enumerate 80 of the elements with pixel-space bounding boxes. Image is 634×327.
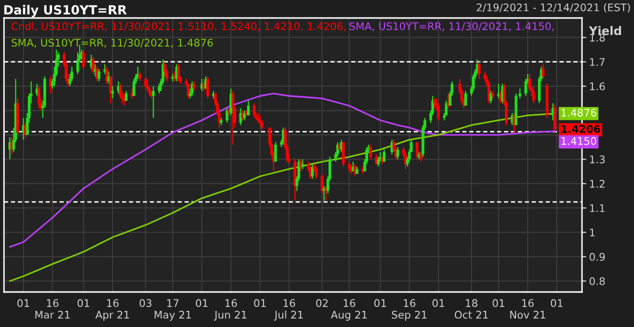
candlestick [119, 83, 122, 99]
candlestick [226, 108, 228, 124]
y-tick-label: 1.2 [590, 180, 604, 188]
chart-title: Daily US10YT=RR [4, 4, 127, 18]
x-tick-label: 01 [17, 299, 30, 308]
candlestick [146, 78, 149, 92]
x-tick-label: 17 May 21 [154, 299, 191, 321]
y-tick-label: 1.1 [590, 204, 605, 212]
y-tick-label: 1.6 [590, 82, 605, 90]
candlestick [342, 142, 345, 168]
candlestick [518, 88, 522, 99]
x-tick-label: 16 Apr 21 [95, 299, 129, 321]
text: SMA, US10YT=RR, 11/30/2021, 1.4150, [350, 22, 554, 32]
candlestick [478, 61, 481, 80]
text: SMA, US10YT=RR, 11/30/2021, 1.4876 [12, 38, 213, 48]
candlestick [132, 78, 136, 96]
x-tick-label: 16 Jul 21 [274, 299, 303, 321]
y-tick-label: 1.8 [590, 34, 605, 42]
x-tick-label: 16 Mar 21 [35, 299, 70, 319]
data-label: 1.4876 [562, 108, 596, 117]
x-tick-label: 01 [492, 299, 504, 308]
text: 1.4206 [562, 125, 600, 133]
candlestick [437, 102, 440, 121]
candlestick [464, 90, 467, 106]
x-tick-label: 16 Jun 21 [214, 299, 246, 321]
candlestick [252, 102, 256, 118]
x-tick-label: 03 [140, 299, 152, 308]
candlestick [260, 120, 264, 131]
data-label: 1.4150 [562, 137, 596, 145]
x-tick-label: 18 Oct 21 [454, 299, 488, 319]
candlestick [301, 158, 304, 170]
candlestick [382, 148, 386, 162]
candlestick [192, 80, 196, 92]
candlestick [320, 173, 324, 194]
candlestick [258, 114, 262, 126]
candlestick [528, 73, 531, 92]
candlestick [164, 61, 166, 78]
candlestick [124, 90, 128, 102]
candlestick [82, 49, 85, 70]
x-tick-label: 16 Sep 21 [392, 299, 427, 321]
y-axis-title: Yield [588, 26, 622, 36]
x-tick-label: 01 [196, 299, 208, 308]
candlestick [177, 64, 180, 82]
candlestick [158, 83, 161, 94]
x-tick-label: 01 [374, 299, 386, 308]
candlestick [472, 73, 475, 92]
candlestick [484, 71, 486, 82]
candlestick [138, 71, 142, 82]
candlestick [314, 166, 318, 180]
candlestick [542, 64, 545, 80]
candlestick [98, 68, 100, 82]
candlestick [144, 76, 147, 90]
y-tick-label: 0.9 [590, 252, 605, 261]
candlestick [274, 142, 277, 162]
x-tick-label: 16 Aug 21 [330, 299, 367, 321]
y-tick-label: 1 [590, 228, 595, 236]
candlestick [70, 66, 74, 82]
candlestick [111, 86, 114, 99]
candlestick [348, 161, 351, 172]
candlestick [433, 98, 436, 109]
x-tick-label: 01 [550, 299, 562, 308]
x-tick-label: 01 [254, 299, 266, 308]
y-tick-label: 1.3 [590, 155, 605, 164]
candlestick [404, 151, 407, 170]
candlestick [247, 100, 250, 116]
x-tick-label: 02 [316, 299, 328, 308]
x-tick-label: 16 Nov 21 [510, 299, 546, 319]
x-tick-label: 01 [432, 299, 444, 308]
chart-subtitle: 2/19/2021 - 12/14/2021 (EST) [476, 3, 630, 13]
x-tick-label: 01 [78, 299, 90, 308]
candlestick [206, 76, 210, 99]
text: Cndl, US10YT=RR, 11/30/2021, 1.5110, 1.5240, 1.4210, 1.4206, [12, 22, 346, 32]
line-series [9, 92, 556, 248]
y-tick-label: 0.8 [590, 277, 605, 286]
candlestick [232, 90, 234, 146]
candlestick [553, 104, 556, 130]
candlestick [38, 86, 40, 109]
y-tick-label: 1.7 [590, 58, 605, 66]
candlestick [488, 80, 490, 104]
candlestick [524, 78, 528, 96]
